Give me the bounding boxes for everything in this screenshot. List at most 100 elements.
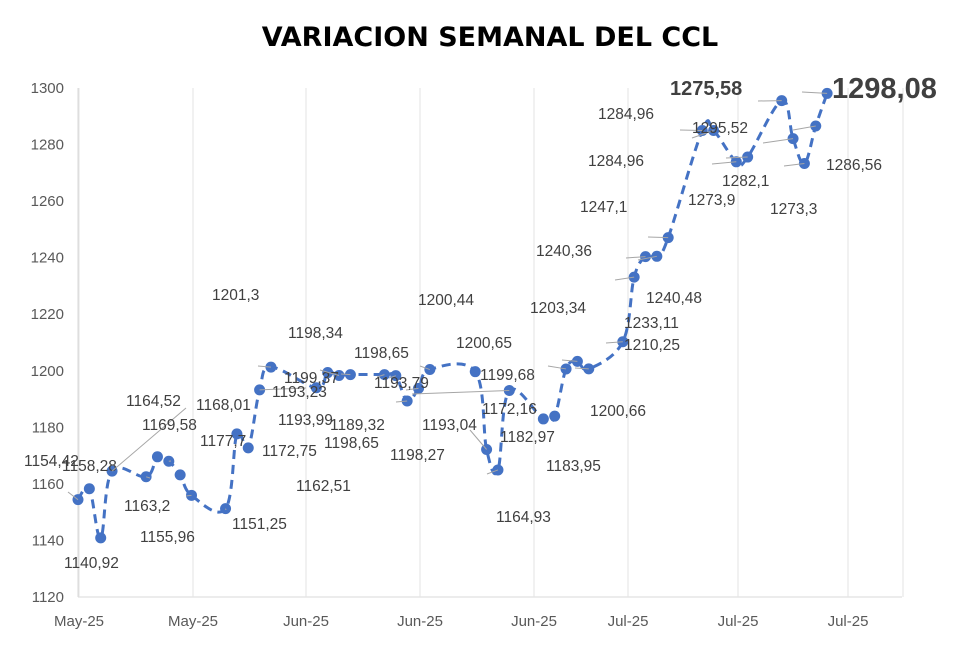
y-tick-label: 1180 [32, 419, 64, 436]
data-label: 1284,96 [588, 153, 644, 170]
data-label: 1164,93 [496, 509, 551, 526]
data-point [537, 413, 549, 425]
y-tick-label: 1300 [31, 80, 64, 97]
data-label: 1210,25 [624, 337, 680, 354]
chart-title: VARIACION SEMANAL DEL CCL [261, 22, 719, 53]
data-label: 1172,75 [262, 443, 317, 460]
data-label-leader [376, 374, 385, 378]
data-label-leader [257, 365, 271, 368]
data-point [242, 442, 254, 454]
data-label: 1198,65 [324, 435, 379, 452]
data-label: 1203,34 [530, 300, 586, 317]
data-label-leader [614, 276, 635, 281]
data-label: 1155,96 [140, 529, 195, 546]
data-label-leader [625, 256, 646, 259]
data-label: 1193,99 [278, 412, 333, 429]
data-point [310, 382, 322, 394]
data-label: 1189,32 [330, 417, 385, 434]
data-label-leader [405, 387, 419, 391]
data-point [651, 250, 663, 262]
data-label: 1200,44 [418, 292, 474, 309]
data-label-leader [637, 255, 657, 261]
data-point [549, 410, 561, 422]
data-label-leader [783, 163, 805, 167]
data-point [469, 366, 481, 378]
data-label: 1240,36 [536, 243, 592, 260]
y-tick-label: 1240 [31, 250, 64, 267]
data-label-leader [67, 491, 79, 501]
data-label-leader [259, 387, 307, 391]
data-label-leader [561, 359, 578, 362]
x-tick-label: Jun-25 [511, 613, 557, 630]
data-label: 1154,42 [24, 453, 79, 470]
x-tick-label: May-25 [54, 613, 104, 630]
data-label: 1282,1 [722, 173, 769, 190]
data-label: 1169,58 [142, 417, 197, 434]
data-label-leader [647, 236, 669, 239]
data-label: 1275,58 [670, 78, 742, 100]
data-label: 1273,3 [770, 201, 817, 218]
data-label-leader [411, 389, 510, 395]
x-tick-label: May-25 [168, 613, 218, 630]
data-label-leader [574, 367, 589, 370]
data-label: 1198,34 [288, 325, 343, 342]
data-label: 1233,11 [624, 315, 679, 332]
y-tick-label: 1160 [32, 476, 64, 493]
data-label: 1286,56 [826, 157, 882, 174]
data-label-leader [679, 129, 703, 132]
data-label: 1168,01 [196, 397, 251, 414]
data-label-leader [388, 375, 396, 379]
data-label-leader [725, 156, 748, 159]
data-label: 1295,52 [692, 120, 748, 137]
data-label: 1247,1 [580, 199, 627, 216]
data-label: 1284,96 [598, 106, 654, 123]
data-label: 1140,92 [64, 555, 119, 572]
x-tick-label: Jun-25 [397, 613, 443, 630]
data-label: 1177,7 [200, 433, 246, 450]
y-tick-label: 1120 [32, 589, 64, 606]
data-label-leader [711, 161, 737, 165]
y-tick-label: 1260 [31, 193, 64, 210]
data-label: 1273,9 [688, 192, 735, 209]
data-label-leader [762, 138, 794, 144]
data-label-leader [319, 369, 340, 376]
data-label: 1200,65 [456, 335, 512, 352]
data-label-leader [145, 476, 151, 479]
data-label: 1199,37 [284, 370, 339, 387]
y-tick-label: 1220 [31, 306, 64, 323]
x-tick-label: Jul-25 [608, 613, 649, 630]
data-label: 1198,65 [354, 345, 409, 362]
data-point [231, 428, 243, 440]
data-point [174, 469, 186, 481]
data-label: 1151,25 [232, 516, 287, 533]
x-tick-label: Jul-25 [718, 613, 759, 630]
data-label: 1199,68 [480, 367, 535, 384]
data-label-leader [792, 125, 816, 131]
y-tick-label: 1140 [32, 532, 64, 549]
data-label: 1158,28 [62, 458, 117, 475]
data-label: 1183,95 [546, 458, 601, 475]
data-label: 1193,23 [272, 384, 327, 401]
data-label: 1200,66 [590, 403, 646, 420]
data-label: 1172,16 [482, 401, 537, 418]
data-label: 1193,04 [422, 417, 477, 434]
data-label-leader [111, 407, 187, 472]
x-tick-label: Jun-25 [283, 613, 329, 630]
data-label: 1164,52 [126, 393, 181, 410]
data-label: 1240,48 [646, 290, 702, 307]
y-tick-label: 1200 [31, 363, 64, 380]
data-label: 1162,51 [296, 478, 351, 495]
data-label: 1201,3 [212, 287, 259, 304]
data-point [83, 483, 95, 495]
data-label-leader [486, 469, 499, 475]
data-label-leader [605, 341, 623, 344]
y-tick-label: 1280 [31, 137, 64, 154]
data-point [95, 532, 107, 544]
data-label: 1298,08 [832, 73, 937, 105]
data-label: 1193,79 [374, 375, 429, 392]
data-label-leader [395, 400, 408, 403]
data-label-leader [340, 373, 351, 376]
data-label-leader [469, 429, 487, 450]
